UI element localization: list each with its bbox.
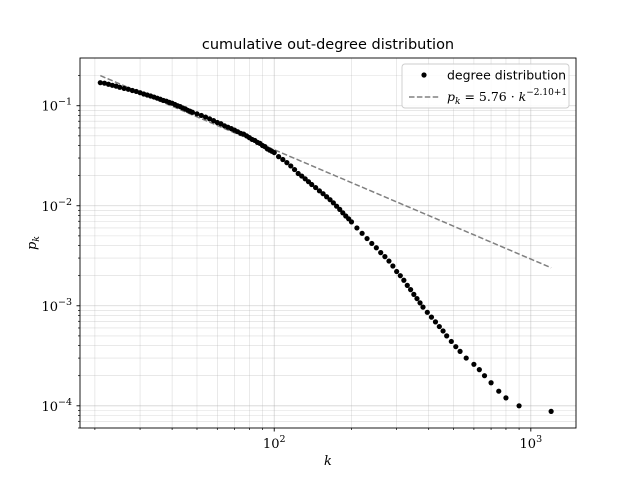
fit-line xyxy=(100,74,552,269)
data-point xyxy=(378,250,384,256)
data-point xyxy=(369,240,375,247)
plot-frame xyxy=(79,57,577,429)
y-tick-label: 10−3 xyxy=(41,297,72,315)
data-point xyxy=(291,166,298,173)
data-point xyxy=(390,263,396,269)
data-point xyxy=(382,254,388,260)
data-point xyxy=(354,225,360,231)
y-axis-label-sub: k xyxy=(31,236,42,242)
data-point xyxy=(309,181,315,188)
legend-fit-exp: −2.10+1 xyxy=(526,88,567,98)
legend-label-degree-distribution: degree distribution xyxy=(447,68,566,83)
svg-text:pk: pk xyxy=(25,236,42,250)
legend-marker-dot xyxy=(421,72,427,78)
data-point xyxy=(488,380,494,386)
legend: degree distribution pk = 5.76 · k−2.10+1 xyxy=(401,63,570,109)
data-point xyxy=(503,395,509,401)
legend-label-fit: pk = 5.76 · k−2.10+1 xyxy=(447,88,567,107)
x-axis-label: k xyxy=(324,454,332,469)
data-point xyxy=(373,245,379,251)
data-point xyxy=(288,163,294,169)
data-point xyxy=(420,304,426,310)
y-axis-label-base: p xyxy=(25,241,40,250)
data-point xyxy=(316,188,323,194)
data-point xyxy=(432,319,439,325)
data-point xyxy=(548,408,554,414)
data-point xyxy=(125,86,131,92)
x-tick-label: 102 xyxy=(263,434,286,452)
data-point xyxy=(284,160,290,166)
data-point xyxy=(476,367,482,373)
data-point xyxy=(359,230,365,236)
legend-fit-p: p xyxy=(447,89,455,104)
y-tick-label: 10−1 xyxy=(41,97,72,115)
data-point xyxy=(320,191,326,197)
data-point xyxy=(436,323,442,330)
grid xyxy=(80,58,576,429)
data-point xyxy=(324,194,330,200)
data-point xyxy=(207,116,213,122)
data-point xyxy=(440,328,446,334)
data-point xyxy=(202,114,209,120)
legend-fit-sub: k xyxy=(455,97,460,107)
data-point xyxy=(194,111,200,117)
chart-title: cumulative out-degree distribution xyxy=(202,37,454,53)
data-point xyxy=(275,154,282,160)
data-point xyxy=(397,273,403,279)
data-point xyxy=(337,206,343,212)
data-point xyxy=(448,338,454,345)
data-point xyxy=(414,295,420,302)
data-point xyxy=(198,112,204,119)
data-point xyxy=(457,348,463,354)
y-tick-label: 10−2 xyxy=(41,197,72,215)
data-point xyxy=(327,197,333,203)
data-point xyxy=(496,388,502,394)
data-point xyxy=(97,80,103,86)
y-tick-label: 10−4 xyxy=(41,397,72,415)
y-axis-label: pk xyxy=(25,236,42,250)
data-point xyxy=(386,258,392,264)
data-point xyxy=(271,149,277,156)
data-point xyxy=(129,87,135,94)
data-point xyxy=(516,403,522,409)
data-point xyxy=(404,282,410,288)
data-point xyxy=(417,300,423,306)
data-point xyxy=(428,314,435,320)
data-point xyxy=(411,291,417,297)
data-point xyxy=(121,85,127,92)
data-point xyxy=(101,80,108,86)
legend-fit-mid: = 5.76 · xyxy=(460,89,518,104)
data-point xyxy=(348,219,355,225)
data-point xyxy=(394,268,400,275)
series-layer xyxy=(97,74,554,414)
data-point xyxy=(313,184,319,191)
data-point xyxy=(463,355,469,361)
data-point xyxy=(424,309,430,315)
data-point xyxy=(471,361,477,367)
data-point xyxy=(481,373,488,379)
legend-box xyxy=(401,63,570,109)
data-point xyxy=(330,200,336,206)
legend-fit-k: k xyxy=(519,89,527,104)
data-point xyxy=(189,109,196,115)
data-point xyxy=(444,333,450,339)
data-point xyxy=(364,235,370,242)
axis-ticks: 102 103 10−1 10−2 10−3 10−4 xyxy=(41,75,543,452)
data-point xyxy=(401,277,407,283)
data-point xyxy=(280,156,286,163)
data-point xyxy=(453,344,459,350)
data-point xyxy=(407,287,414,293)
x-tick-label: 103 xyxy=(520,434,543,452)
data-point xyxy=(117,84,123,90)
data-point xyxy=(333,203,340,209)
